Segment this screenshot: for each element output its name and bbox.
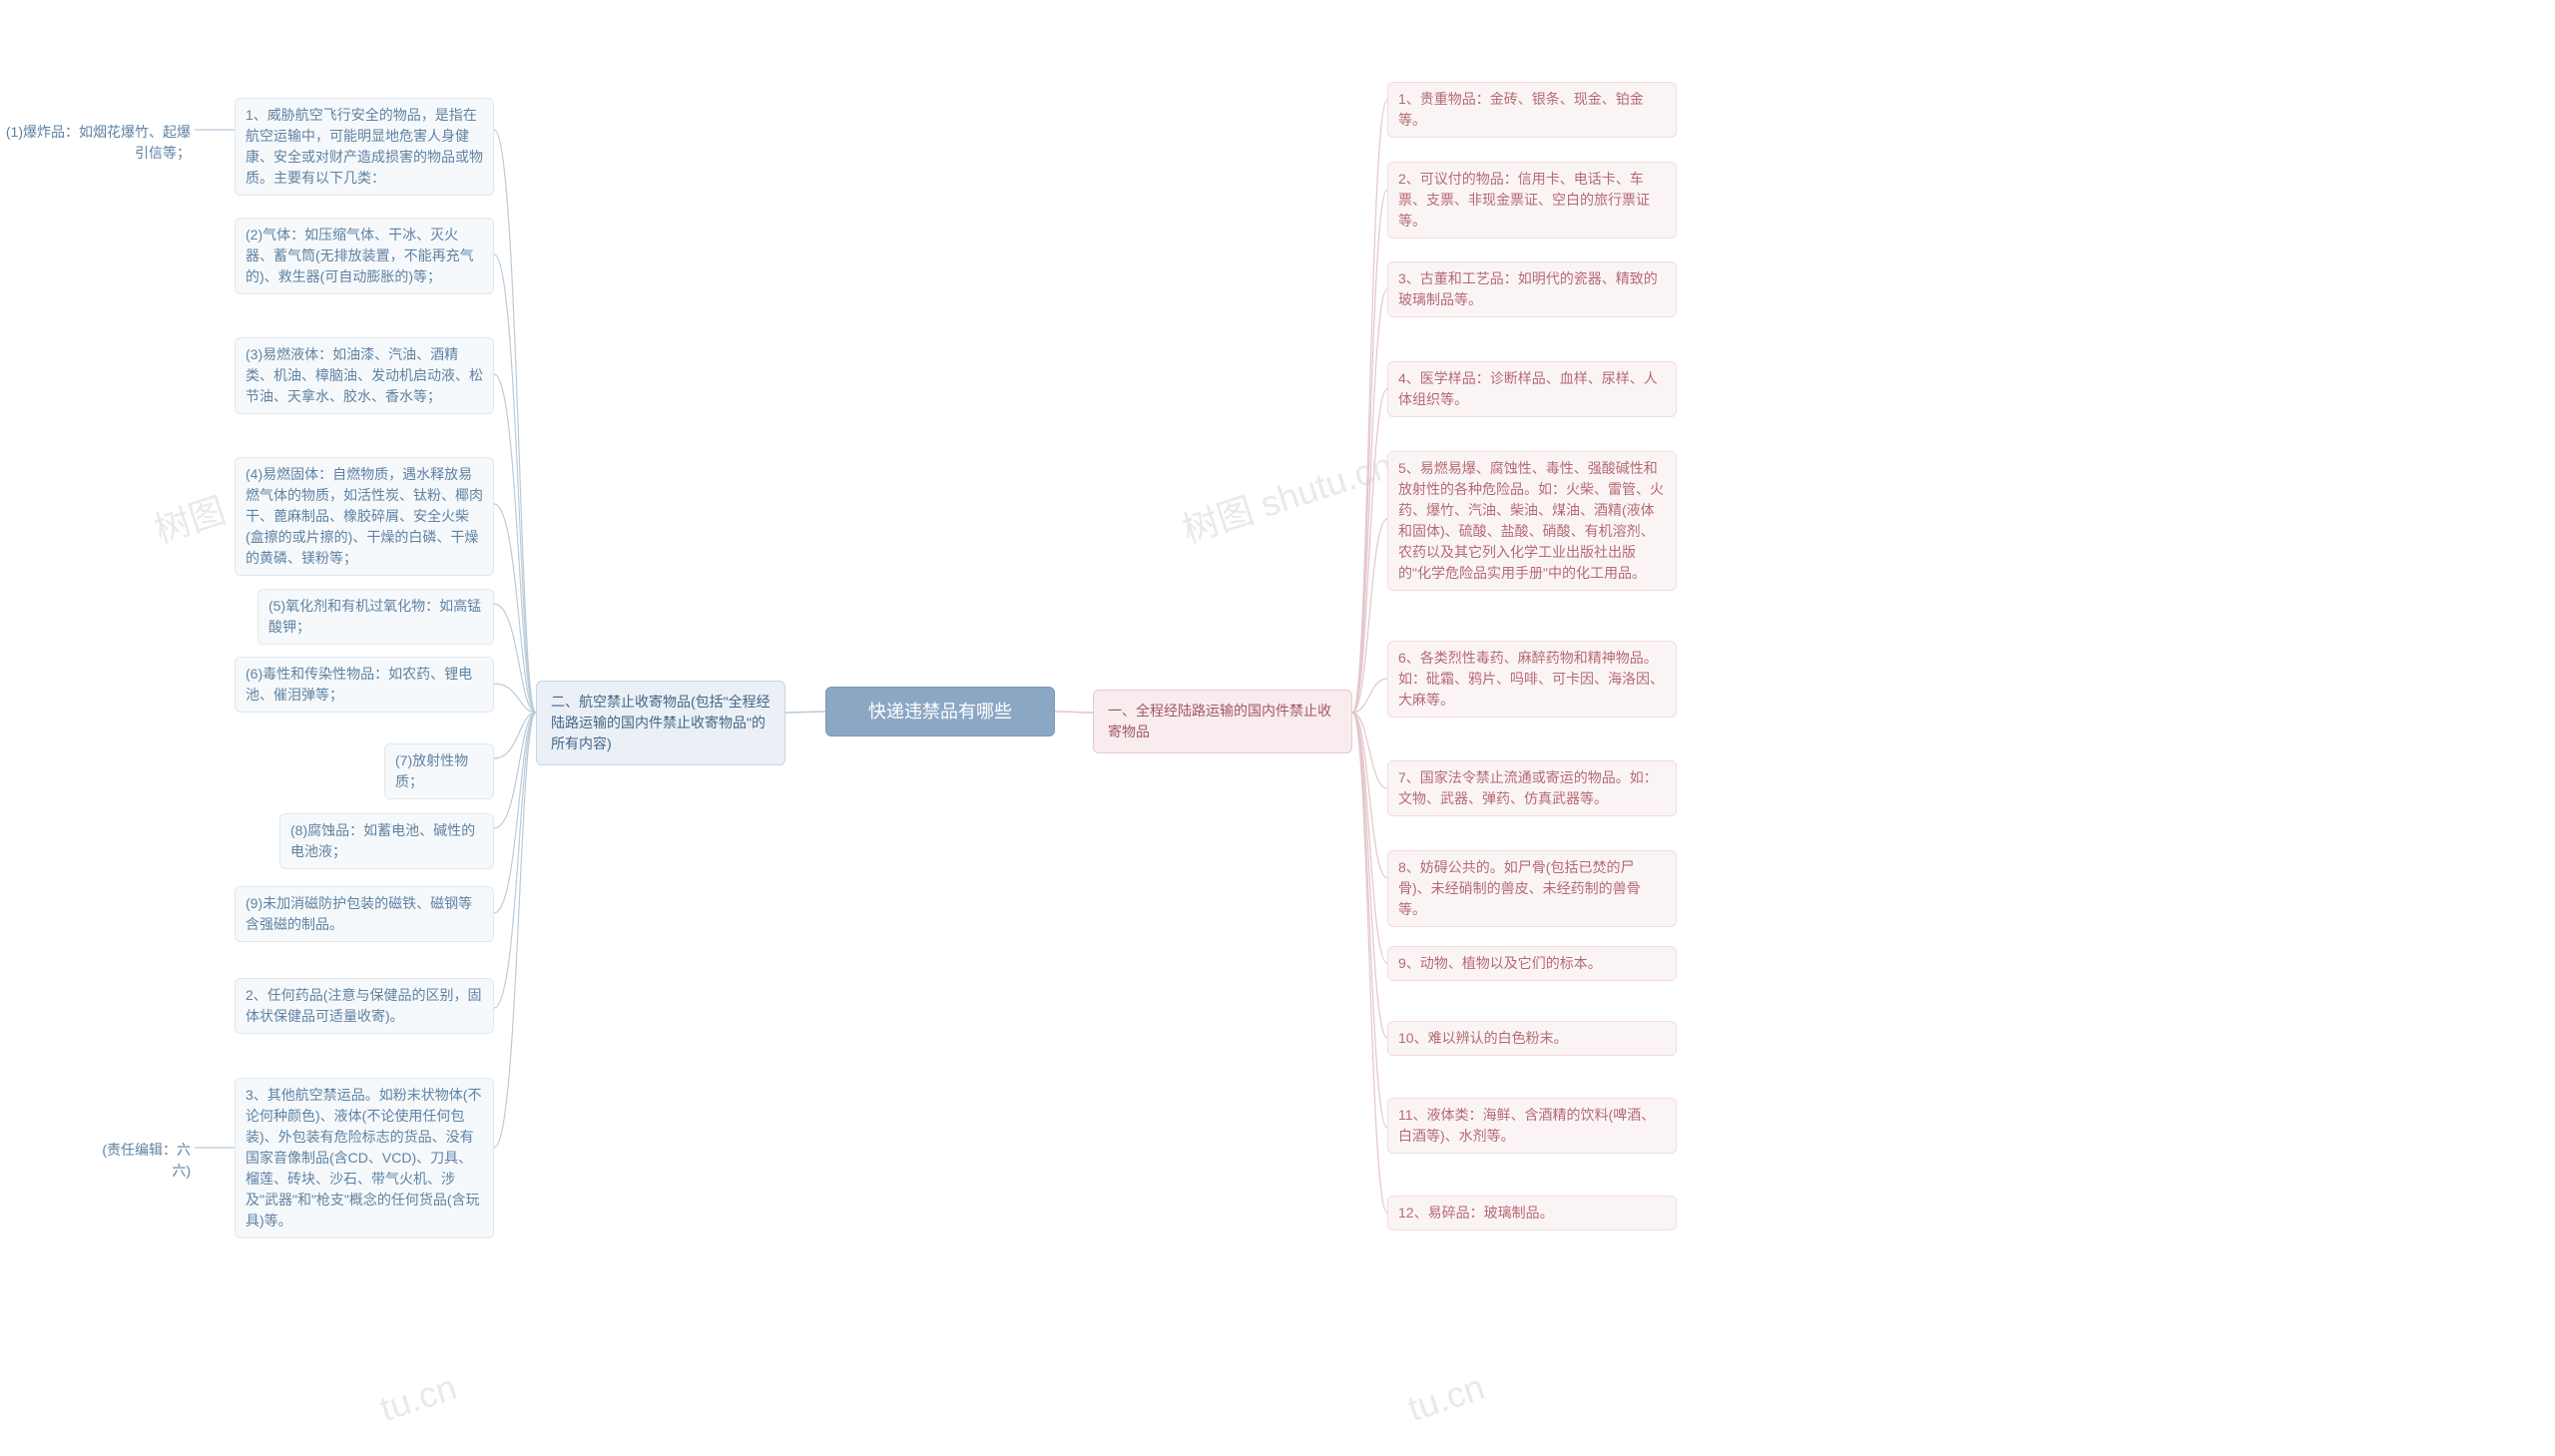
mindmap-canvas: 树图 shutu.cn 树图 shutu.cn tu.cn tu.cn <box>0 0 2555 1456</box>
left-leaf-label: 1、威胁航空飞行安全的物品，是指在航空运输中，可能明显地危害人身健康、安全或对财… <box>246 105 483 189</box>
right-leaf[interactable]: 7、国家法令禁止流通或寄运的物品。如：文物、武器、弹药、仿真武器等。 <box>1387 760 1677 816</box>
root-label: 快递违禁品有哪些 <box>844 699 1036 726</box>
left-leaf-label: (8)腐蚀品：如蓄电池、碱性的电池液； <box>290 820 483 862</box>
right-leaf[interactable]: 8、妨碍公共的。如尸骨(包括已焚的尸骨)、未经硝制的兽皮、未经药制的兽骨等。 <box>1387 850 1677 927</box>
left-leaf-label: (3)易燃液体：如油漆、汽油、酒精类、机油、樟脑油、发动机启动液、松节油、天拿水… <box>246 344 483 407</box>
left-sub-leaf[interactable]: (责任编辑：六六) <box>85 1138 195 1184</box>
right-leaf[interactable]: 12、易碎品：玻璃制品。 <box>1387 1196 1677 1230</box>
right-leaf-label: 9、动物、植物以及它们的标本。 <box>1398 953 1666 974</box>
left-leaf[interactable]: (2)气体：如压缩气体、干冰、灭火器、蓄气筒(无排放装置，不能再充气的)、救生器… <box>235 218 494 294</box>
right-leaf-label: 1、贵重物品：金砖、银条、现金、铂金等。 <box>1398 89 1666 131</box>
right-leaf[interactable]: 2、可议付的物品：信用卡、电话卡、车票、支票、非现金票证、空白的旅行票证等。 <box>1387 162 1677 239</box>
watermark: 树图 shutu.cn <box>1175 437 1397 554</box>
right-leaf-label: 4、医学样品：诊断样品、血样、尿样、人体组织等。 <box>1398 368 1666 410</box>
left-leaf[interactable]: 3、其他航空禁运品。如粉末状物体(不论何种颜色)、液体(不论使用任何包装)、外包… <box>235 1078 494 1238</box>
right-leaf[interactable]: 1、贵重物品：金砖、银条、现金、铂金等。 <box>1387 82 1677 138</box>
left-leaf-label: (9)未加消磁防护包装的磁铁、磁钢等含强磁的制品。 <box>246 893 483 935</box>
right-leaf-label: 3、古董和工艺品：如明代的瓷器、精致的玻璃制品等。 <box>1398 268 1666 310</box>
right-leaf-label: 12、易碎品：玻璃制品。 <box>1398 1203 1666 1223</box>
left-leaf[interactable]: (9)未加消磁防护包装的磁铁、磁钢等含强磁的制品。 <box>235 886 494 942</box>
left-leaf[interactable]: 1、威胁航空飞行安全的物品，是指在航空运输中，可能明显地危害人身健康、安全或对财… <box>235 98 494 196</box>
right-category-label: 一、全程经陆路运输的国内件禁止收寄物品 <box>1108 701 1337 742</box>
left-leaf-label: (7)放射性物质； <box>395 750 483 792</box>
right-leaf-label: 5、易燃易爆、腐蚀性、毒性、强酸碱性和放射性的各种危险品。如：火柴、雷管、火药、… <box>1398 458 1666 584</box>
right-leaf[interactable]: 11、液体类：海鲜、含酒精的饮料(啤酒、白酒等)、水剂等。 <box>1387 1098 1677 1154</box>
right-leaf[interactable]: 6、各类烈性毒药、麻醉药物和精神物品。如：砒霜、鸦片、吗啡、可卡因、海洛因、大麻… <box>1387 641 1677 718</box>
left-leaf-label: (2)气体：如压缩气体、干冰、灭火器、蓄气筒(无排放装置，不能再充气的)、救生器… <box>246 225 483 287</box>
right-leaf-label: 10、难以辨认的白色粉末。 <box>1398 1028 1666 1049</box>
left-leaf[interactable]: (4)易燃固体：自燃物质，遇水释放易燃气体的物质，如活性炭、钛粉、椰肉干、蓖麻制… <box>235 457 494 576</box>
right-leaf-label: 2、可议付的物品：信用卡、电话卡、车票、支票、非现金票证、空白的旅行票证等。 <box>1398 169 1666 232</box>
right-leaf[interactable]: 10、难以辨认的白色粉末。 <box>1387 1021 1677 1056</box>
right-leaf[interactable]: 4、医学样品：诊断样品、血样、尿样、人体组织等。 <box>1387 361 1677 417</box>
right-leaf-label: 7、国家法令禁止流通或寄运的物品。如：文物、武器、弹药、仿真武器等。 <box>1398 767 1666 809</box>
left-leaf-label: (6)毒性和传染性物品：如农药、锂电池、催泪弹等； <box>246 664 483 706</box>
left-leaf[interactable]: (3)易燃液体：如油漆、汽油、酒精类、机油、樟脑油、发动机启动液、松节油、天拿水… <box>235 337 494 414</box>
right-leaf-label: 11、液体类：海鲜、含酒精的饮料(啤酒、白酒等)、水剂等。 <box>1398 1105 1666 1147</box>
left-leaf-label: (5)氧化剂和有机过氧化物：如高锰酸钾； <box>268 596 483 638</box>
right-leaf-label: 8、妨碍公共的。如尸骨(包括已焚的尸骨)、未经硝制的兽皮、未经药制的兽骨等。 <box>1398 857 1666 920</box>
left-category[interactable]: 二、航空禁止收寄物品(包括"全程经陆路运输的国内件禁止收寄物品"的所有内容) <box>536 681 785 765</box>
left-leaf[interactable]: (7)放射性物质； <box>384 743 494 799</box>
left-leaf[interactable]: (6)毒性和传染性物品：如农药、锂电池、催泪弹等； <box>235 657 494 713</box>
left-sub-leaf[interactable]: (1)爆炸品：如烟花爆竹、起爆引信等； <box>0 120 195 166</box>
left-category-label: 二、航空禁止收寄物品(包括"全程经陆路运输的国内件禁止收寄物品"的所有内容) <box>551 692 770 754</box>
left-leaf[interactable]: (8)腐蚀品：如蓄电池、碱性的电池液； <box>279 813 494 869</box>
right-leaf[interactable]: 5、易燃易爆、腐蚀性、毒性、强酸碱性和放射性的各种危险品。如：火柴、雷管、火药、… <box>1387 451 1677 591</box>
watermark: tu.cn <box>1402 1366 1489 1430</box>
right-leaf[interactable]: 9、动物、植物以及它们的标本。 <box>1387 946 1677 981</box>
left-sub-leaf-label: (责任编辑：六六) <box>89 1140 191 1182</box>
right-leaf[interactable]: 3、古董和工艺品：如明代的瓷器、精致的玻璃制品等。 <box>1387 261 1677 317</box>
left-leaf-label: 2、任何药品(注意与保健品的区别，固体状保健品可适量收寄)。 <box>246 985 483 1027</box>
right-category[interactable]: 一、全程经陆路运输的国内件禁止收寄物品 <box>1093 690 1352 753</box>
watermark: tu.cn <box>374 1366 461 1430</box>
root-node[interactable]: 快递违禁品有哪些 <box>825 687 1055 736</box>
left-leaf-label: (4)易燃固体：自燃物质，遇水释放易燃气体的物质，如活性炭、钛粉、椰肉干、蓖麻制… <box>246 464 483 569</box>
left-leaf[interactable]: (5)氧化剂和有机过氧化物：如高锰酸钾； <box>257 589 494 645</box>
left-sub-leaf-label: (1)爆炸品：如烟花爆竹、起爆引信等； <box>0 122 191 164</box>
right-leaf-label: 6、各类烈性毒药、麻醉药物和精神物品。如：砒霜、鸦片、吗啡、可卡因、海洛因、大麻… <box>1398 648 1666 711</box>
left-leaf-label: 3、其他航空禁运品。如粉末状物体(不论何种颜色)、液体(不论使用任何包装)、外包… <box>246 1085 483 1231</box>
left-leaf[interactable]: 2、任何药品(注意与保健品的区别，固体状保健品可适量收寄)。 <box>235 978 494 1034</box>
